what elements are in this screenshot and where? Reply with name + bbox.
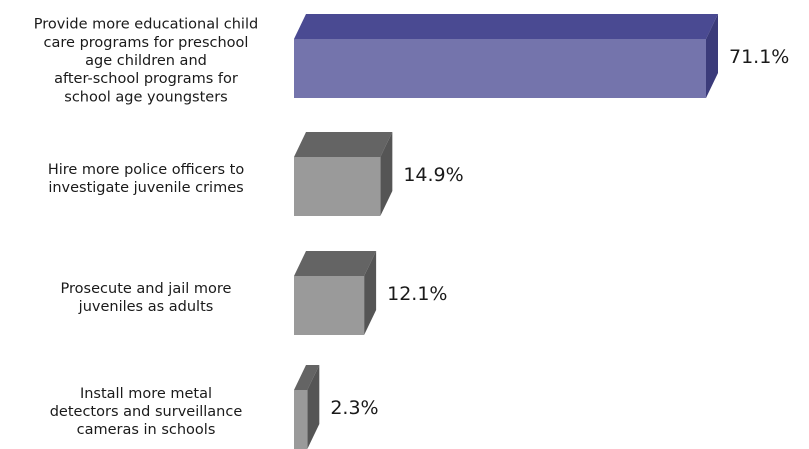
bar — [294, 276, 365, 335]
bar-side-face — [307, 365, 320, 449]
category-label: Prosecute and jail more juveniles as adul… — [61, 281, 232, 315]
category-label-line: age children and — [85, 53, 207, 69]
bar-side-face — [364, 251, 377, 335]
bar-value-label: 71.1% — [729, 46, 789, 68]
category-label: Install more metal detectors and surveill… — [50, 386, 243, 438]
category-label-line: Prosecute and jail more — [61, 281, 232, 297]
bar-top-face — [294, 365, 320, 390]
category-label-line: after-school programs for — [54, 71, 238, 87]
bar-top-face — [294, 251, 377, 276]
bar-side-face — [380, 132, 393, 216]
bar — [294, 39, 706, 98]
category-label: Hire more police officers to investigate … — [48, 162, 245, 196]
category-label-line: detectors and surveillance — [50, 404, 243, 420]
category-label-line: care programs for preschool — [44, 35, 249, 51]
category-label-line: Provide more educational child — [34, 17, 258, 33]
bar-value-label: 14.9% — [403, 164, 463, 186]
category-label: Provide more educational child care progr… — [34, 17, 258, 106]
bar-value-label: 12.1% — [387, 283, 447, 305]
category-label-line: investigate juvenile crimes — [48, 180, 243, 196]
bar-side-face — [706, 14, 718, 98]
bar-top-face — [294, 14, 718, 39]
category-label-line: cameras in schools — [77, 422, 216, 438]
bar — [294, 157, 381, 216]
bar — [294, 390, 308, 449]
category-label-line: Hire more police officers to — [48, 162, 245, 178]
category-label-line: Install more metal — [80, 386, 212, 402]
category-label-line: school age youngsters — [64, 89, 227, 105]
bar-value-label: 2.3% — [330, 397, 378, 419]
bar-top-face — [294, 132, 393, 157]
category-label-line: juveniles as adults — [78, 299, 214, 315]
